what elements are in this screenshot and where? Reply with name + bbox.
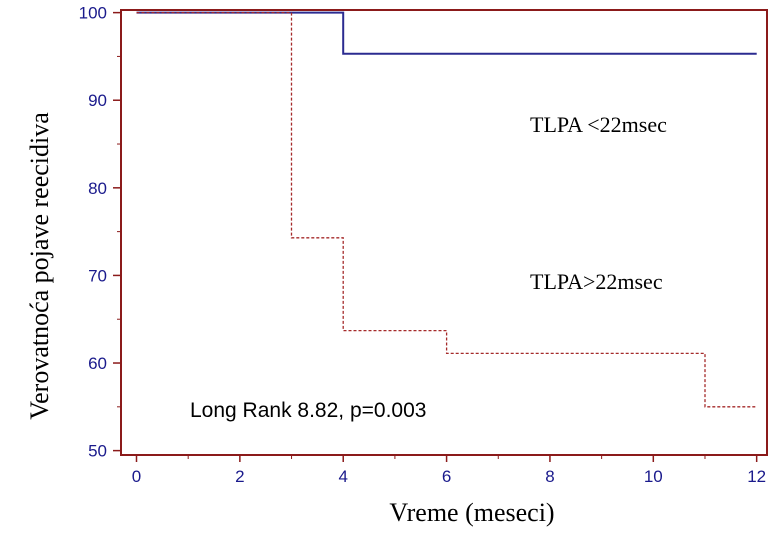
x-tick-label-0: 0 [132, 467, 141, 486]
y-tick-label-60: 60 [88, 354, 107, 373]
series-line-1 [136, 11, 757, 408]
ticks-layer [113, 11, 758, 462]
y-axis-title: Verovatnoća pojave reecidiva [25, 112, 54, 420]
labels-layer: 0 2 4 6 8 10 12 50 60 70 80 90 100 [79, 4, 766, 486]
x-tick-label-8: 8 [545, 467, 554, 486]
x-axis-title: Vreme (meseci) [389, 498, 554, 527]
series-label-high: TLPA>22msec [530, 269, 663, 294]
x-tick-label-6: 6 [442, 467, 451, 486]
log-rank-annotation: Long Rank 8.82, p=0.003 [190, 399, 426, 422]
y-tick-label-100: 100 [79, 4, 107, 23]
y-tick-label-50: 50 [88, 442, 107, 461]
plot-frame [120, 9, 768, 456]
x-tick-label-2: 2 [235, 467, 244, 486]
y-tick-label-80: 80 [88, 179, 107, 198]
series-line-0 [136, 11, 757, 55]
x-tick-label-4: 4 [338, 467, 347, 486]
y-tick-label-90: 90 [88, 91, 107, 110]
series-layer [136, 11, 757, 408]
x-tick-label-12: 12 [747, 467, 766, 486]
x-tick-label-10: 10 [644, 467, 663, 486]
series-label-low: TLPA <22msec [530, 112, 667, 137]
y-tick-label-70: 70 [88, 266, 107, 285]
